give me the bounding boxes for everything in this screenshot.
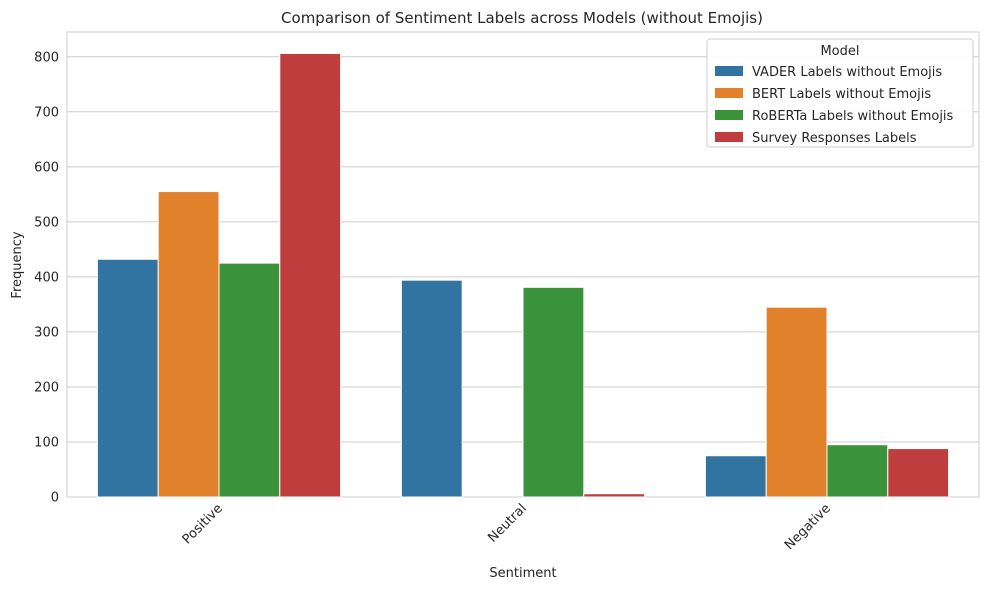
y-tick-label: 600: [34, 160, 59, 175]
legend-entry: VADER Labels without Emojis: [752, 65, 942, 80]
bar-3-1: [583, 493, 646, 498]
y-tick-label: 500: [34, 215, 59, 230]
y-tick-label: 0: [51, 491, 59, 506]
bar-0-2: [704, 455, 767, 498]
legend-entry: RoBERTa Labels without Emojis: [752, 109, 954, 124]
y-tick-label: 700: [34, 105, 59, 120]
y-tick-labels: 0 100 200 300 400 500 600 700 800: [34, 50, 59, 505]
legend: Model VADER Labels without Emojis BERT La…: [706, 38, 974, 148]
bar-2-1: [522, 286, 585, 498]
legend-swatch: [715, 132, 743, 142]
legend-entry: BERT Labels without Emojis: [752, 87, 931, 102]
y-tick-label: 300: [34, 325, 59, 340]
legend-swatch: [715, 88, 743, 98]
legend-entry: Survey Responses Labels: [752, 131, 917, 146]
bars: [96, 52, 950, 498]
legend-frame: [706, 38, 974, 148]
bar-1-0: [157, 191, 220, 498]
x-tick-label: Neutral: [485, 501, 530, 546]
y-tick-label: 800: [34, 50, 59, 65]
y-tick-label: 400: [34, 270, 59, 285]
bar-1-2: [765, 306, 828, 498]
legend-swatch: [715, 66, 743, 76]
bar-0-0: [96, 258, 159, 498]
y-axis-label: Frequency: [10, 231, 25, 298]
legend-swatch: [715, 110, 743, 120]
x-tick-labels: Positive Neutral Negative: [180, 501, 834, 553]
y-tick-label: 200: [34, 380, 59, 395]
legend-title: Model: [820, 44, 859, 59]
x-tick-label: Positive: [180, 501, 226, 547]
x-axis-label: Sentiment: [489, 566, 556, 581]
bar-2-0: [218, 262, 281, 498]
bar-0-1: [400, 279, 463, 498]
x-tick-label: Negative: [782, 501, 834, 553]
bar-3-2: [887, 448, 950, 498]
bar-3-0: [279, 52, 342, 498]
bar-2-2: [826, 444, 889, 498]
y-tick-label: 100: [34, 435, 59, 450]
chart-title: Comparison of Sentiment Labels across Mo…: [281, 9, 763, 27]
